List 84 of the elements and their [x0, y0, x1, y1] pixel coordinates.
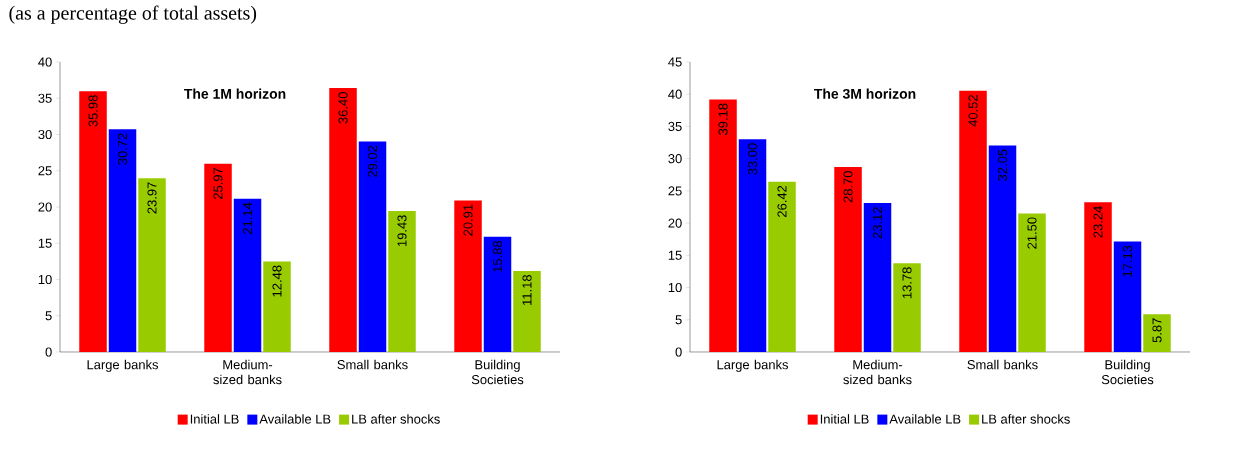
- y-tick-label: 20: [38, 202, 52, 212]
- data-label: 35.98: [88, 95, 98, 127]
- data-label: 28.70: [843, 171, 853, 203]
- y-tick-label: 35: [668, 121, 682, 132]
- data-label: 20.91: [463, 204, 473, 236]
- bar: [863, 202, 892, 352]
- y-tick-label: 45: [668, 57, 682, 67]
- bar: [768, 181, 796, 352]
- y-tick-label: 25: [668, 186, 682, 196]
- bar: [1084, 202, 1112, 352]
- bar: [358, 141, 387, 352]
- data-label: 21.14: [242, 202, 253, 234]
- data-label: 25.97: [213, 167, 223, 199]
- data-label: 13.78: [902, 267, 912, 299]
- y-tick-label: 30: [38, 129, 52, 140]
- x-tick-label: Building Societies: [471, 359, 524, 385]
- y-tick-label: 15: [38, 238, 52, 248]
- x-tick-label: Medium-sized banks: [843, 359, 912, 385]
- data-label: 39.18: [718, 103, 728, 135]
- x-tick-label: Small banks: [337, 359, 408, 370]
- bar: [483, 236, 512, 352]
- data-label: 23.12: [872, 207, 883, 239]
- data-label: 11.18: [522, 275, 532, 305]
- bar: [138, 178, 166, 352]
- x-tick-label: Building Societies: [1101, 359, 1154, 385]
- x-tick-label: Small banks: [967, 359, 1038, 370]
- bar: [204, 163, 232, 352]
- y-tick-label: 5: [675, 315, 682, 325]
- chart-subtitle: (as a percentage of total assets): [9, 5, 257, 24]
- legend-label: LB after shocks: [352, 414, 440, 424]
- legend-label: Available LB: [259, 414, 331, 424]
- y-tick-label: 25: [38, 166, 52, 176]
- y-tick-label: 0: [675, 347, 682, 357]
- legend-label: Initial LB: [820, 414, 869, 424]
- data-label: 26.42: [777, 185, 787, 217]
- data-label: 21.50: [1027, 217, 1037, 249]
- data-label: 17.13: [1122, 245, 1133, 277]
- y-tick-label: 15: [668, 250, 682, 260]
- data-label: 32.05: [997, 149, 1008, 181]
- text: The 1M horizon: [184, 88, 286, 99]
- bar: [1143, 314, 1171, 352]
- bar: [263, 261, 291, 352]
- data-label: 15.88: [492, 240, 503, 272]
- data-label: 23.97: [147, 182, 157, 214]
- legend-label: Initial LB: [190, 414, 239, 424]
- bar: [108, 129, 137, 352]
- bar: [79, 91, 107, 352]
- bar: [233, 198, 262, 352]
- bar: [388, 211, 416, 352]
- data-label: 33.00: [747, 143, 758, 175]
- y-tick-label: 20: [668, 218, 682, 228]
- bar: [329, 88, 357, 352]
- y-tick-label: 30: [668, 154, 682, 164]
- data-label: 36.40: [338, 92, 348, 124]
- bar: [893, 263, 921, 352]
- y-tick-label: 40: [38, 57, 52, 67]
- bar: [1018, 213, 1046, 352]
- bar: [513, 270, 541, 352]
- data-label: 19.43: [397, 215, 407, 247]
- x-tick-label: Large banks: [87, 359, 159, 372]
- legend-label: Available LB: [889, 414, 961, 424]
- bar: [454, 200, 482, 352]
- bar: [709, 99, 737, 352]
- y-tick-label: 35: [38, 93, 52, 103]
- x-tick-label: Medium-sized banks: [213, 359, 282, 385]
- data-label: 29.02: [367, 145, 378, 177]
- bar: [988, 145, 1017, 352]
- data-label: 5.87: [1152, 318, 1162, 343]
- data-label: 12.48: [272, 265, 282, 297]
- x-tick-label: Large banks: [717, 359, 789, 372]
- data-label: 30.72: [117, 133, 128, 165]
- y-tick-label: 40: [668, 89, 682, 99]
- y-tick-label: 5: [45, 311, 52, 321]
- y-tick-label: 0: [45, 347, 52, 357]
- y-tick-label: 10: [38, 274, 52, 285]
- legend-label: LB after shocks: [982, 414, 1070, 424]
- y-tick-label: 10: [668, 282, 682, 293]
- bar: [1113, 241, 1142, 352]
- bar: [959, 90, 987, 352]
- text: The 3M horizon: [814, 88, 916, 99]
- bar: [834, 167, 862, 352]
- data-label: 23.24: [1093, 206, 1103, 238]
- data-label: 40.52: [968, 95, 978, 127]
- bar: [738, 139, 767, 352]
